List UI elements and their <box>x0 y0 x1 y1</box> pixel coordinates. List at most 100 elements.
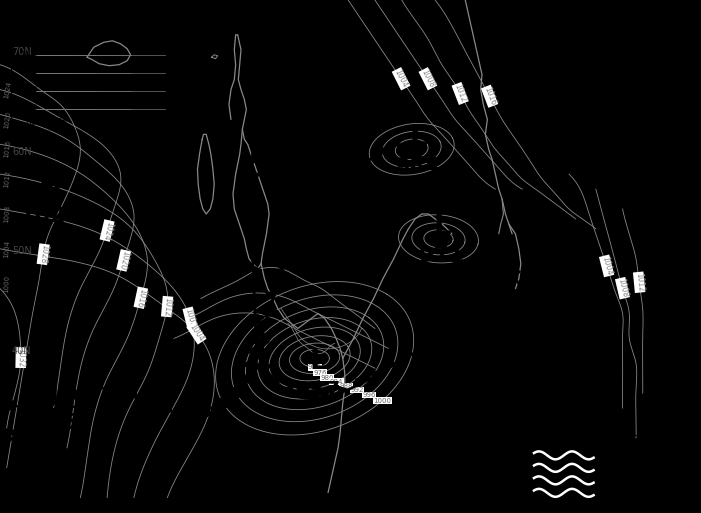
Polygon shape <box>160 403 172 414</box>
Text: 1012: 1012 <box>4 170 11 188</box>
Polygon shape <box>280 250 297 258</box>
Text: 976: 976 <box>313 370 327 376</box>
Polygon shape <box>244 362 259 369</box>
Text: 1036: 1036 <box>16 413 78 433</box>
Text: L: L <box>433 212 451 241</box>
Polygon shape <box>538 313 549 321</box>
Polygon shape <box>256 91 265 100</box>
Polygon shape <box>379 147 388 155</box>
Text: L: L <box>409 123 427 151</box>
Polygon shape <box>548 327 559 335</box>
Polygon shape <box>0 396 3 405</box>
Polygon shape <box>567 356 578 364</box>
Polygon shape <box>418 343 428 350</box>
Text: H: H <box>39 172 62 201</box>
Polygon shape <box>491 242 501 250</box>
Text: 40N: 40N <box>12 346 32 356</box>
Polygon shape <box>252 154 261 164</box>
Polygon shape <box>300 392 311 398</box>
Polygon shape <box>226 388 240 398</box>
Polygon shape <box>251 218 259 227</box>
Text: 980: 980 <box>320 374 334 381</box>
Text: metoffice.gov: metoffice.gov <box>614 468 672 477</box>
Text: 1008: 1008 <box>616 278 629 299</box>
Text: 1008: 1008 <box>419 68 436 89</box>
Text: 50N: 50N <box>19 86 37 95</box>
Polygon shape <box>198 406 210 417</box>
Text: 1008: 1008 <box>4 205 11 223</box>
Polygon shape <box>433 333 442 340</box>
Polygon shape <box>262 363 271 371</box>
Polygon shape <box>253 266 262 275</box>
Polygon shape <box>426 160 436 167</box>
Polygon shape <box>8 430 22 440</box>
Polygon shape <box>341 153 353 159</box>
Text: 10: 10 <box>116 117 128 127</box>
Text: H: H <box>35 379 58 407</box>
Polygon shape <box>257 0 266 5</box>
Polygon shape <box>529 299 539 307</box>
Polygon shape <box>286 233 296 242</box>
Polygon shape <box>254 282 263 291</box>
Text: 1020: 1020 <box>4 110 12 129</box>
Polygon shape <box>299 205 308 213</box>
Polygon shape <box>8 401 17 411</box>
Polygon shape <box>257 345 266 354</box>
Text: 15: 15 <box>70 36 81 46</box>
Polygon shape <box>471 213 482 221</box>
Text: in kt for 4.0 hPa intervals: in kt for 4.0 hPa intervals <box>39 33 154 42</box>
Text: 1020: 1020 <box>117 250 130 271</box>
Polygon shape <box>250 186 259 195</box>
Text: 1012: 1012 <box>162 297 172 317</box>
Polygon shape <box>586 384 597 392</box>
Polygon shape <box>254 75 264 84</box>
Text: 70N: 70N <box>12 47 32 57</box>
Text: 1032: 1032 <box>16 348 25 367</box>
Polygon shape <box>58 403 65 413</box>
Text: 992: 992 <box>350 387 364 393</box>
Text: 80: 80 <box>25 117 37 127</box>
Polygon shape <box>22 419 36 429</box>
Text: 972: 972 <box>308 364 321 370</box>
Text: 984: 984 <box>395 156 442 176</box>
Text: 1024: 1024 <box>4 81 13 99</box>
Polygon shape <box>51 397 63 408</box>
Polygon shape <box>462 199 472 207</box>
Polygon shape <box>500 256 510 264</box>
Polygon shape <box>255 349 264 357</box>
Polygon shape <box>304 192 321 201</box>
Polygon shape <box>142 396 154 407</box>
Text: 1016: 1016 <box>482 86 497 107</box>
Text: 60N: 60N <box>12 147 32 157</box>
Polygon shape <box>124 388 136 400</box>
Polygon shape <box>256 107 265 116</box>
Text: 996: 996 <box>362 392 376 398</box>
Text: 25: 25 <box>56 117 68 127</box>
Polygon shape <box>253 139 262 148</box>
Polygon shape <box>261 308 278 316</box>
Polygon shape <box>250 347 265 355</box>
Text: 957: 957 <box>295 381 341 401</box>
Text: 1028: 1028 <box>37 244 49 264</box>
Text: 1024: 1024 <box>100 220 114 241</box>
Text: 1012: 1012 <box>634 272 644 292</box>
Text: 50N: 50N <box>12 246 32 256</box>
Polygon shape <box>257 320 266 328</box>
Text: 40N: 40N <box>19 104 37 113</box>
Polygon shape <box>390 139 400 147</box>
Polygon shape <box>41 404 48 414</box>
Polygon shape <box>250 202 259 211</box>
Polygon shape <box>446 323 456 329</box>
Text: 1004: 1004 <box>4 240 11 258</box>
Polygon shape <box>339 387 348 394</box>
Polygon shape <box>255 313 264 323</box>
Polygon shape <box>266 290 275 300</box>
Polygon shape <box>69 390 81 401</box>
Text: 1028: 1028 <box>19 206 81 226</box>
Polygon shape <box>86 383 98 394</box>
Polygon shape <box>358 153 367 166</box>
Polygon shape <box>251 170 260 180</box>
Polygon shape <box>252 338 270 345</box>
Polygon shape <box>257 11 266 21</box>
Polygon shape <box>438 172 449 180</box>
